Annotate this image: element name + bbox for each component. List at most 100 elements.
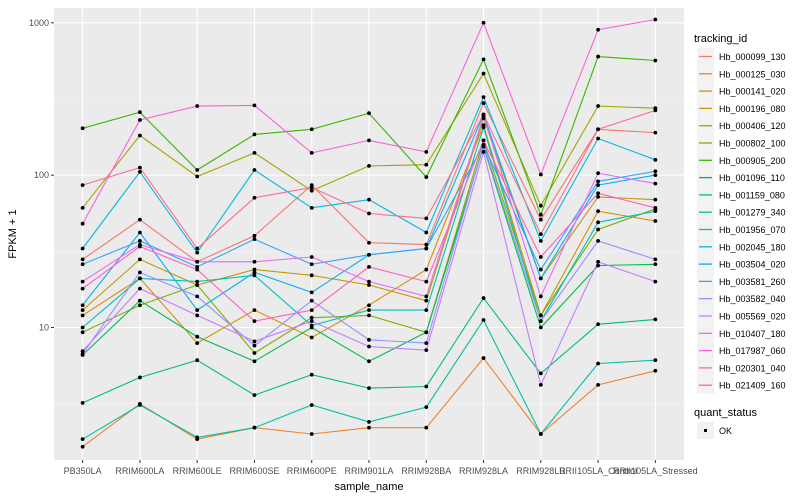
data-point-Hb_017987_060 bbox=[252, 103, 257, 108]
data-point-Hb_003582_040 bbox=[252, 343, 257, 348]
data-point-Hb_010407_180 bbox=[596, 171, 600, 176]
data-point-Hb_020301_040 bbox=[538, 255, 543, 259]
legend-item: Hb_001159_080 bbox=[697, 186, 785, 204]
x-tick-label: RRIM600PE bbox=[287, 466, 337, 476]
data-point-Hb_002045_180 bbox=[138, 170, 142, 174]
data-point-Hb_003504_020 bbox=[538, 276, 543, 281]
data-point-Hb_000802_100 bbox=[138, 303, 142, 308]
x-tick-label: RRII105LA_Stressed bbox=[613, 466, 698, 476]
data-point-Hb_001956_070 bbox=[195, 279, 200, 284]
data-point-Hb_000125_030 bbox=[309, 432, 314, 436]
legend: tracking_id Hb_000099_130 Hb_000125_030 Hb… bbox=[694, 33, 786, 439]
data-point-Hb_000802_100 bbox=[195, 283, 200, 287]
legend-label: Hb_000802_100 bbox=[719, 139, 786, 149]
data-point-Hb_003581_260 bbox=[138, 239, 142, 243]
data-point-Hb_001096_110 bbox=[424, 330, 429, 335]
data-point-Hb_005569_020 bbox=[481, 150, 486, 154]
legend-item: Hb_010407_180 bbox=[697, 324, 786, 342]
data-point-Hb_003582_040 bbox=[424, 341, 429, 345]
data-point-Hb_001159_080 bbox=[309, 372, 314, 377]
data-point-Hb_003504_020 bbox=[252, 270, 257, 275]
legend-item: Hb_000406_120 bbox=[697, 117, 786, 135]
data-point-Hb_001159_080 bbox=[138, 375, 142, 380]
legend-color-title: tracking_id bbox=[694, 33, 747, 45]
data-point-Hb_002045_180 bbox=[538, 239, 543, 243]
data-point-Hb_001159_080 bbox=[653, 317, 658, 322]
data-point-Hb_000406_120 bbox=[367, 163, 371, 168]
data-point-Hb_003581_260 bbox=[653, 169, 658, 174]
data-point-Hb_000141_020 bbox=[80, 313, 85, 318]
data-point-Hb_000125_030 bbox=[424, 425, 429, 430]
data-point-Hb_003504_020 bbox=[653, 173, 658, 178]
legend-item: Hb_003581_260 bbox=[697, 272, 786, 290]
data-point-Hb_000905_200 bbox=[80, 126, 85, 131]
data-point-Hb_001279_340 bbox=[424, 405, 429, 410]
legend-item: Hb_000141_020 bbox=[697, 82, 786, 100]
data-point-Hb_003582_040 bbox=[653, 257, 658, 262]
data-point-Hb_000802_100 bbox=[80, 330, 85, 335]
data-point-Hb_001279_340 bbox=[367, 420, 371, 424]
data-point-Hb_000406_120 bbox=[538, 203, 543, 208]
data-point-Hb_021409_160 bbox=[424, 216, 429, 221]
data-point-Hb_001956_070 bbox=[80, 325, 85, 330]
legend-label: Hb_000125_030 bbox=[719, 69, 786, 79]
data-point-Hb_001159_080 bbox=[195, 358, 200, 363]
legend-item: Hb_001096_110 bbox=[697, 169, 785, 187]
legend-shape-title: quant_status bbox=[694, 407, 757, 419]
x-tick-label: RRIM901LA bbox=[344, 466, 393, 476]
data-point-Hb_020301_040 bbox=[367, 264, 371, 269]
legend-label: Hb_020301_040 bbox=[719, 363, 786, 373]
data-point-Hb_003581_260 bbox=[80, 262, 85, 267]
data-point-Hb_000406_120 bbox=[596, 104, 600, 108]
legend-label: Hb_000141_020 bbox=[719, 87, 786, 97]
data-point-Hb_000099_130 bbox=[653, 130, 658, 135]
data-point-Hb_000196_080 bbox=[80, 308, 85, 313]
data-point-Hb_001279_340 bbox=[309, 403, 314, 407]
legend-item: Hb_001956_070 bbox=[697, 221, 786, 238]
legend-item: Hb_000099_130 bbox=[697, 48, 786, 65]
legend-item: Hb_003504_020 bbox=[697, 255, 786, 273]
data-point-Hb_020301_040 bbox=[195, 267, 200, 272]
data-point-Hb_020301_040 bbox=[424, 279, 429, 284]
data-point-Hb_000196_080 bbox=[367, 283, 371, 287]
data-point-Hb_003582_040 bbox=[367, 337, 371, 342]
legend-label: Hb_000406_120 bbox=[719, 121, 786, 131]
data-point-Hb_003582_040 bbox=[309, 298, 314, 303]
data-point-Hb_000099_130 bbox=[138, 217, 142, 222]
y-tick-label: 10 bbox=[39, 322, 49, 332]
data-point-Hb_002045_180 bbox=[424, 230, 429, 235]
data-point-Hb_002045_180 bbox=[367, 197, 371, 202]
data-point-Hb_003581_260 bbox=[367, 252, 371, 257]
data-point-Hb_000905_200 bbox=[309, 127, 314, 132]
data-point-Hb_010407_180 bbox=[653, 181, 658, 186]
data-point-Hb_000196_080 bbox=[309, 273, 314, 278]
legend-label: Hb_001096_110 bbox=[719, 173, 785, 183]
legend-label: Hb_003582_040 bbox=[719, 294, 786, 304]
legend-item: Hb_000125_030 bbox=[697, 65, 786, 83]
data-point-Hb_001159_080 bbox=[424, 384, 429, 389]
data-point-Hb_003582_040 bbox=[195, 294, 200, 299]
x-axis: PB350LA RRIM600LA RRIM600LE RRIM600SE RRIM60… bbox=[64, 460, 698, 476]
legend-item: Hb_001279_340 bbox=[697, 203, 786, 221]
data-point-Hb_002045_180 bbox=[252, 168, 257, 172]
data-point-Hb_021409_160 bbox=[252, 195, 257, 200]
data-point-Hb_000905_200 bbox=[481, 57, 486, 62]
legend-label: Hb_010407_180 bbox=[719, 329, 786, 339]
data-point-Hb_000802_100 bbox=[538, 313, 543, 318]
legend-label: Hb_003504_020 bbox=[719, 260, 786, 270]
data-point-Hb_020301_040 bbox=[481, 138, 486, 143]
x-tick-label: PB350LA bbox=[64, 466, 102, 476]
data-point-Hb_000905_200 bbox=[538, 212, 543, 217]
x-tick-label: RRIM600LE bbox=[173, 466, 222, 476]
data-point-Hb_010407_180 bbox=[80, 279, 85, 284]
data-point-Hb_003581_260 bbox=[424, 246, 429, 251]
data-point-Hb_002045_180 bbox=[596, 136, 600, 141]
data-point-Hb_000099_130 bbox=[538, 217, 543, 222]
legend-item: Hb_003582_040 bbox=[697, 290, 786, 308]
legend-label: Hb_003581_260 bbox=[719, 277, 786, 287]
data-point-Hb_000196_080 bbox=[596, 194, 600, 199]
data-point-Hb_021409_160 bbox=[138, 165, 142, 170]
data-point-Hb_000905_200 bbox=[367, 111, 371, 116]
data-point-Hb_001096_110 bbox=[538, 325, 543, 330]
data-point-Hb_005569_020 bbox=[252, 339, 257, 344]
